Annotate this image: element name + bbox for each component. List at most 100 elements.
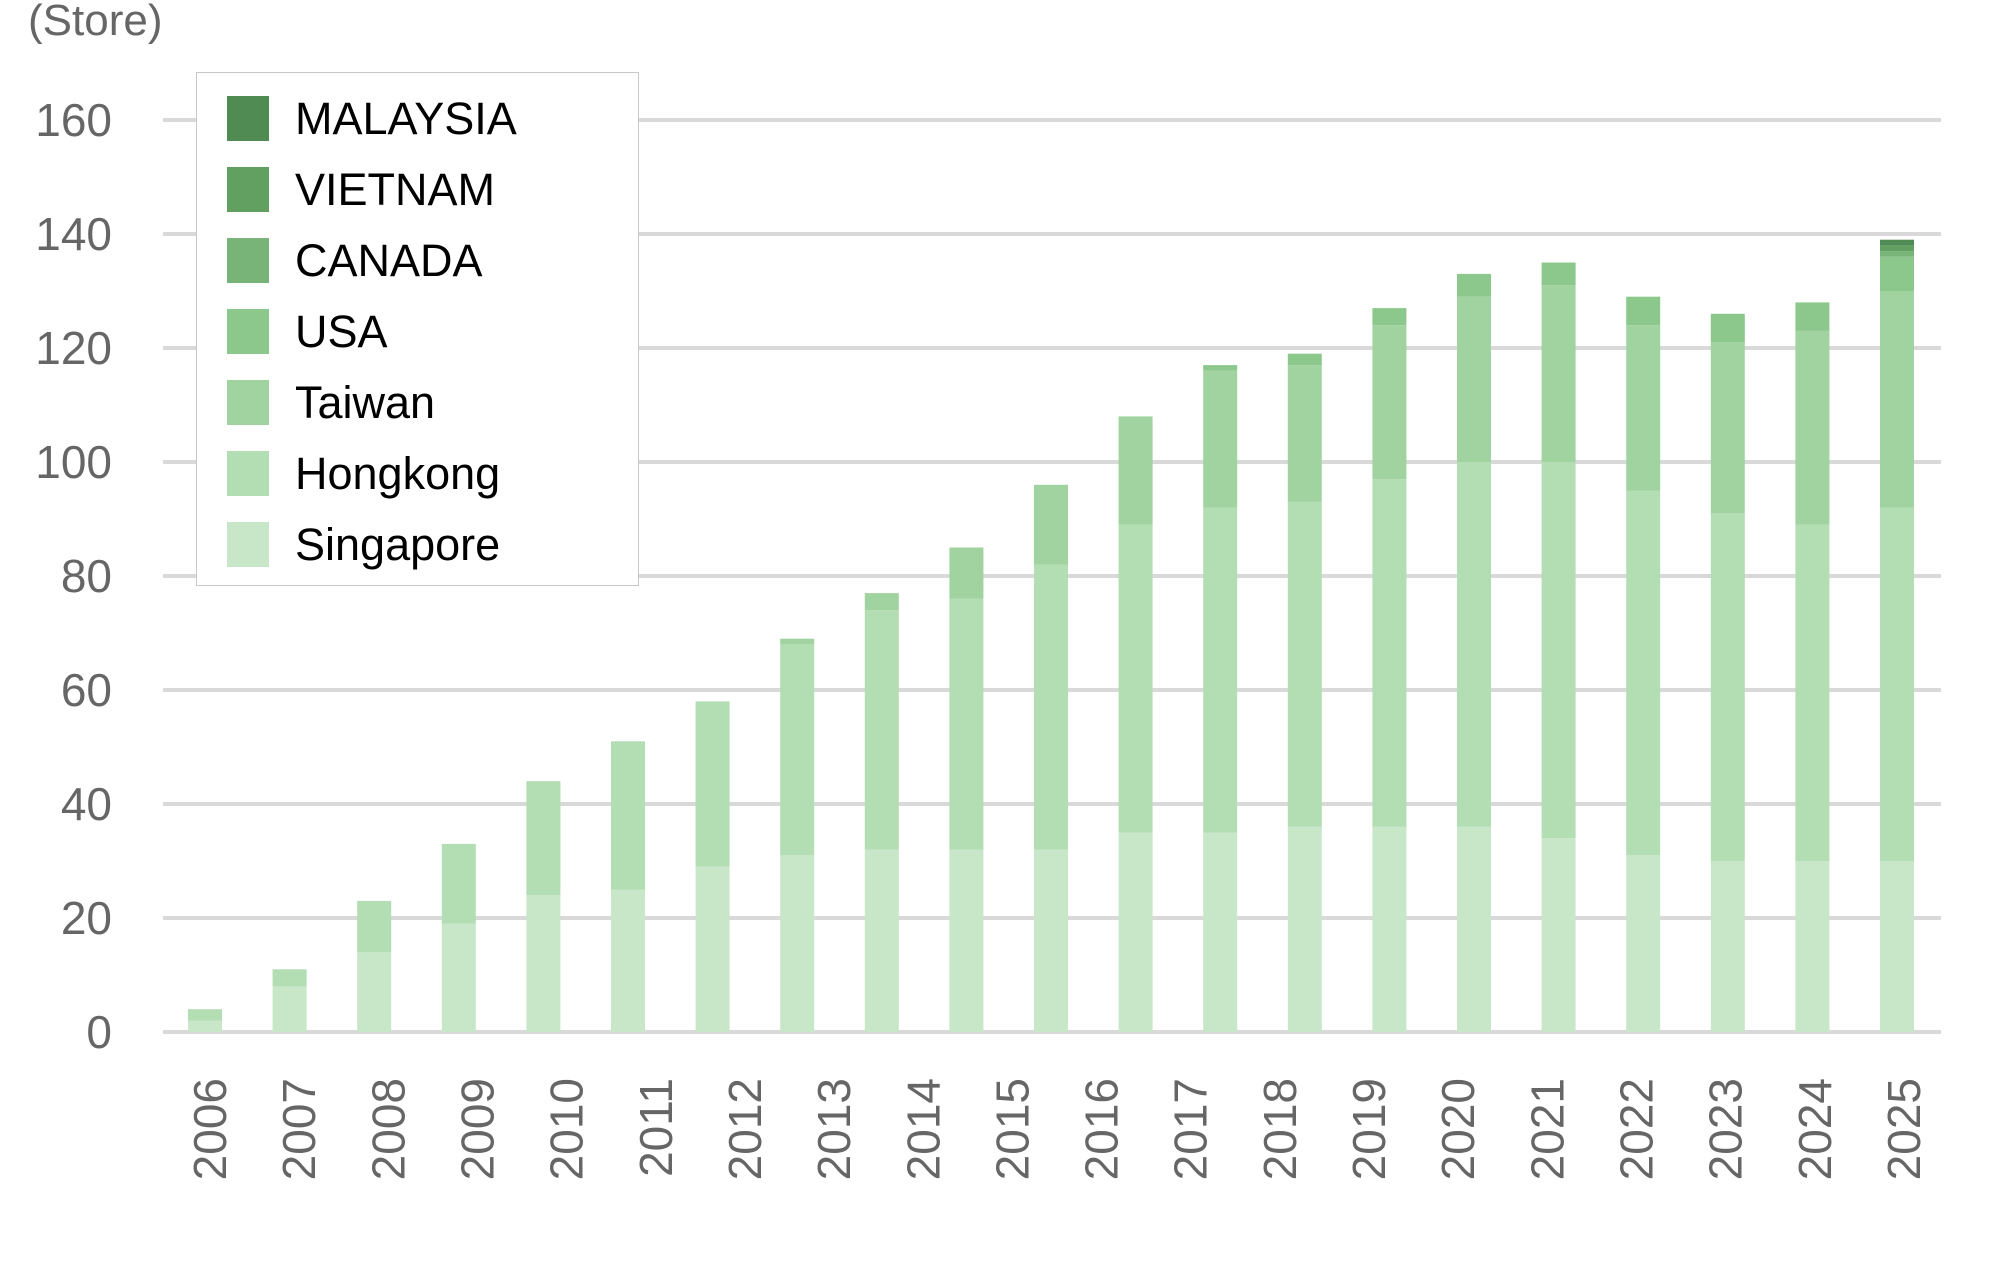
bar-segment-usa xyxy=(1710,313,1745,343)
bar-segment-singapore xyxy=(1795,861,1830,1032)
bar-segment-hongkong xyxy=(1710,513,1745,861)
legend: MALAYSIA VIETNAM CANADA USA Taiwan Hongkong Si… xyxy=(196,72,639,586)
legend-item-usa: USA xyxy=(227,306,388,357)
bar-segment-usa xyxy=(1880,256,1914,291)
legend-swatch xyxy=(227,380,269,425)
x-tick-label: 2014 xyxy=(897,1078,949,1180)
bar-segment-hongkong xyxy=(1880,507,1914,861)
bar-segment-taiwan xyxy=(1457,296,1491,462)
bar-segment-hongkong xyxy=(1372,479,1407,827)
bar-segment-usa xyxy=(1795,302,1830,331)
x-tick-label: 2009 xyxy=(451,1078,503,1180)
x-tick-label: 2013 xyxy=(808,1078,860,1180)
bar-segment-taiwan xyxy=(780,638,815,645)
legend-label: Singapore xyxy=(295,518,501,570)
x-tick-label: 2023 xyxy=(1700,1078,1752,1180)
bar-segment-singapore xyxy=(1880,861,1914,1032)
x-tick-label: 2006 xyxy=(184,1078,236,1180)
bar-segment-singapore xyxy=(188,1020,222,1032)
bar-segment-singapore xyxy=(1034,849,1068,1032)
bar-segment-usa xyxy=(1287,353,1322,366)
bar-segment-singapore xyxy=(1287,826,1322,1032)
bar-segment-singapore xyxy=(1457,826,1491,1032)
x-tick-label: 2016 xyxy=(1076,1078,1128,1180)
bar-segment-hongkong xyxy=(611,741,645,890)
x-tick-label: 2012 xyxy=(719,1078,771,1180)
legend-item-canada: CANADA xyxy=(227,235,483,286)
x-tick-label: 2010 xyxy=(541,1078,593,1180)
bar-segment-taiwan xyxy=(1541,285,1576,462)
bar-segment-singapore xyxy=(780,855,815,1032)
bar-segment-usa xyxy=(1541,262,1576,286)
bar-segment-hongkong xyxy=(1034,564,1068,850)
y-tick-label: 160 xyxy=(35,94,112,146)
y-axis-ticks: 0 20 40 60 80 100 120 140 160 xyxy=(35,94,112,1058)
x-tick-label: 2021 xyxy=(1521,1078,1573,1180)
x-tick-label: 2019 xyxy=(1343,1078,1395,1180)
bar-segment-hongkong xyxy=(1795,524,1830,861)
x-tick-label: 2022 xyxy=(1611,1078,1663,1180)
bar-segment-singapore xyxy=(949,849,984,1032)
legend-label: Taiwan xyxy=(295,376,436,428)
bar-segment-singapore xyxy=(1710,861,1745,1032)
legend-label: CANADA xyxy=(295,234,483,286)
bar-segment-taiwan xyxy=(1203,370,1238,508)
legend-swatch xyxy=(227,238,269,283)
bar-segment-taiwan xyxy=(1795,330,1830,525)
legend-label: VIETNAM xyxy=(295,163,496,215)
bar-segment-taiwan xyxy=(1626,325,1661,491)
bar-segment-hongkong xyxy=(1203,507,1238,833)
legend-label: USA xyxy=(295,305,388,357)
bar-segment-usa xyxy=(1203,365,1238,371)
bar-segment-taiwan xyxy=(864,593,899,611)
bar-segment-taiwan xyxy=(1287,365,1322,502)
legend-item-hongkong: Hongkong xyxy=(227,448,500,499)
bar-segment-hongkong xyxy=(949,598,984,850)
x-tick-label: 2020 xyxy=(1432,1078,1484,1180)
bar-segment-taiwan xyxy=(1372,325,1407,480)
bar-segment-taiwan xyxy=(1880,291,1914,508)
legend-item-taiwan: Taiwan xyxy=(227,377,435,428)
x-tick-label: 2011 xyxy=(630,1078,682,1177)
y-tick-label: 20 xyxy=(61,892,112,944)
bar-segment-singapore xyxy=(1541,838,1576,1032)
bar-segment-hongkong xyxy=(695,701,730,867)
bar-segment-hongkong xyxy=(357,900,392,953)
legend-item-singapore: Singapore xyxy=(227,519,500,570)
bar-segment-singapore xyxy=(611,889,645,1032)
bar-segment-singapore xyxy=(526,895,561,1032)
legend-label: Hongkong xyxy=(295,447,501,499)
bar-segment-taiwan xyxy=(1034,484,1068,565)
bar-segment-singapore xyxy=(1118,832,1153,1032)
legend-item-malaysia: MALAYSIA xyxy=(227,93,517,144)
x-tick-label: 2015 xyxy=(986,1078,1038,1180)
y-tick-label: 140 xyxy=(35,208,112,260)
bar-segment-singapore xyxy=(695,866,730,1032)
x-tick-label: 2025 xyxy=(1878,1078,1930,1180)
bar-segment-singapore xyxy=(272,986,307,1032)
bar-segment-usa xyxy=(1457,273,1491,297)
bar-segment-hongkong xyxy=(1118,524,1153,833)
bar-segment-taiwan xyxy=(1118,416,1153,525)
bar-segment-taiwan xyxy=(949,547,984,599)
bar-segment-usa xyxy=(1626,296,1661,326)
y-tick-label: 80 xyxy=(61,550,112,602)
bar-segment-hongkong xyxy=(441,843,476,924)
y-tick-label: 120 xyxy=(35,322,112,374)
bar-segment-singapore xyxy=(1203,832,1238,1032)
x-axis-ticks: 2006 2007 2008 2009 2010 2011 2012 2013 2014 2015… xyxy=(184,1078,1930,1180)
bar-segment-hongkong xyxy=(188,1009,222,1021)
legend-swatch xyxy=(227,167,269,212)
bar-segment-hongkong xyxy=(1541,462,1576,839)
bar-segment-singapore xyxy=(441,923,476,1032)
bar-segment-hongkong xyxy=(864,610,899,850)
legend-label: MALAYSIA xyxy=(295,92,517,144)
bar-segment-hongkong xyxy=(1457,462,1491,827)
bar-segment-hongkong xyxy=(780,644,815,856)
x-tick-label: 2017 xyxy=(1165,1078,1217,1180)
y-axis-unit-label: (Store) xyxy=(28,0,163,45)
y-tick-label: 40 xyxy=(61,778,112,830)
legend-swatch xyxy=(227,96,269,141)
legend-swatch xyxy=(227,309,269,354)
bar-segment-vietnam xyxy=(1880,245,1914,252)
